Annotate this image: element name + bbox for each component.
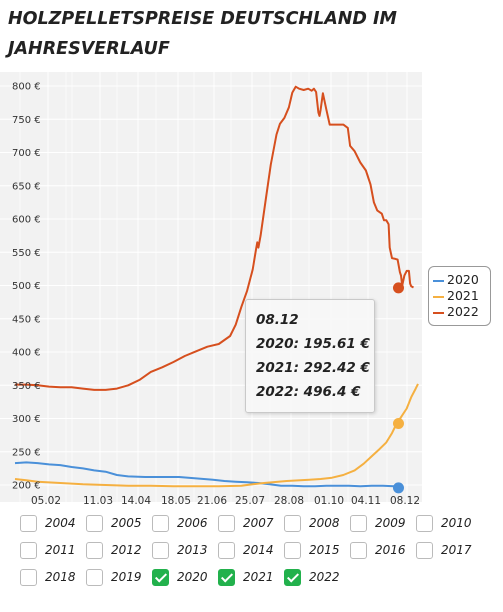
checkbox-2019[interactable] — [86, 569, 103, 586]
checkbox-2016[interactable] — [350, 542, 367, 559]
grid — [0, 72, 422, 502]
year-label-2009: 2009 — [375, 516, 406, 530]
legend-label-2022: 2022 — [447, 304, 479, 319]
year-label-2013: 2013 — [177, 543, 208, 557]
tooltip: 08.12 2020: 195.61 € 2021: 292.42 € 2022… — [245, 299, 375, 413]
tooltip-date: 08.12 — [256, 312, 299, 328]
checkbox-2018[interactable] — [20, 569, 37, 586]
checkbox-2012[interactable] — [86, 542, 103, 559]
checkbox-2007[interactable] — [218, 515, 235, 532]
y-tick-label: 700 € — [12, 148, 41, 159]
checkbox-2022[interactable] — [284, 569, 301, 586]
price-chart: 800 € 750 € 700 € 650 € 600 € 550 € 500 € 450 €… — [0, 72, 422, 507]
checkbox-2015[interactable] — [284, 542, 301, 559]
checkbox-2017[interactable] — [416, 542, 433, 559]
year-label-2022: 2022 — [309, 570, 340, 584]
year-label-2014: 2014 — [243, 543, 274, 557]
legend-swatch-2021 — [433, 295, 444, 298]
x-tick-label: 14.04 — [121, 495, 151, 507]
year-label-2020: 2020 — [177, 570, 208, 584]
checkbox-2021[interactable] — [218, 569, 235, 586]
series-layer[interactable] — [14, 85, 419, 494]
x-tick-label: 21.06 — [197, 495, 227, 507]
plot-area — [0, 72, 422, 502]
x-tick-label: 05.02 — [31, 495, 61, 507]
year-label-2005: 2005 — [111, 516, 142, 530]
y-tick-label: 600 € — [12, 215, 41, 226]
year-label-2016: 2016 — [375, 543, 406, 557]
y-tick-label: 350 € — [12, 381, 41, 392]
legend-swatch-2022 — [433, 311, 444, 314]
tooltip-line-2020: 2020: 195.61 € — [256, 336, 370, 352]
year-label-2012: 2012 — [111, 543, 142, 557]
checkbox-2014[interactable] — [218, 542, 235, 559]
year-label-2006: 2006 — [177, 516, 208, 530]
y-tick-label: 750 € — [12, 115, 41, 126]
tooltip-line-2021: 2021: 292.42 € — [256, 360, 370, 376]
checkbox-2020[interactable] — [152, 569, 169, 586]
checkbox-2005[interactable] — [86, 515, 103, 532]
series-line-2022[interactable] — [15, 85, 414, 391]
x-axis: 05.02 11.03 14.04 18.05 21.06 25.07 28.08 01.10… — [31, 495, 420, 507]
legend-item-2020[interactable]: 2020 — [433, 272, 479, 287]
x-tick-label: 08.12 — [390, 495, 420, 507]
legend-label-2021: 2021 — [447, 288, 479, 303]
y-tick-label: 450 € — [12, 314, 41, 325]
y-tick-label: 300 € — [12, 414, 41, 425]
year-label-2019: 2019 — [111, 570, 142, 584]
year-label-2018: 2018 — [45, 570, 76, 584]
y-tick-label: 250 € — [12, 447, 41, 458]
y-tick-label: 500 € — [12, 281, 41, 292]
checkbox-2004[interactable] — [20, 515, 37, 532]
y-tick-label: 650 € — [12, 181, 41, 192]
x-tick-label: 18.05 — [161, 495, 191, 507]
year-label-2015: 2015 — [309, 543, 340, 557]
legend-item-2022[interactable]: 2022 — [433, 304, 479, 319]
year-label-2011: 2011 — [45, 543, 76, 557]
tooltip-line-2022: 2022: 496.4 € — [256, 384, 361, 400]
y-tick-label: 400 € — [12, 348, 41, 359]
x-tick-label: 25.07 — [235, 495, 265, 507]
y-axis: 800 € 750 € 700 € 650 € 600 € 550 € 500 € 450 €… — [12, 82, 41, 492]
x-tick-label: 11.03 — [83, 495, 113, 507]
y-tick-label: 550 € — [12, 248, 41, 259]
series-line-2020[interactable] — [14, 461, 398, 489]
checkbox-2008[interactable] — [284, 515, 301, 532]
checkbox-2013[interactable] — [152, 542, 169, 559]
legend: 2020 2021 2022 — [428, 266, 491, 326]
series-marker-2021[interactable] — [392, 418, 404, 430]
year-label-2010: 2010 — [441, 516, 472, 530]
x-tick-label: 28.08 — [274, 495, 304, 507]
series-marker-2022[interactable] — [392, 282, 404, 294]
series-marker-2020[interactable] — [392, 482, 404, 494]
y-tick-label: 800 € — [12, 82, 41, 93]
x-tick-label: 04.11 — [351, 495, 381, 507]
checkbox-2011[interactable] — [20, 542, 37, 559]
year-label-2017: 2017 — [441, 543, 472, 557]
x-tick-label: 01.10 — [314, 495, 344, 507]
checkbox-2006[interactable] — [152, 515, 169, 532]
legend-label-2020: 2020 — [447, 272, 479, 287]
year-label-2008: 2008 — [309, 516, 340, 530]
legend-swatch-2020 — [433, 279, 444, 282]
checkbox-2009[interactable] — [350, 515, 367, 532]
y-tick-label: 200 € — [12, 481, 41, 492]
year-label-2007: 2007 — [243, 516, 274, 530]
chart-title: HOLZPELLETSPREISE DEUTSCHLAND IM JAHRESV… — [8, 9, 397, 59]
year-label-2021: 2021 — [243, 570, 274, 584]
checkbox-2010[interactable] — [416, 515, 433, 532]
legend-item-2021[interactable]: 2021 — [433, 288, 479, 303]
year-label-2004: 2004 — [45, 516, 76, 530]
